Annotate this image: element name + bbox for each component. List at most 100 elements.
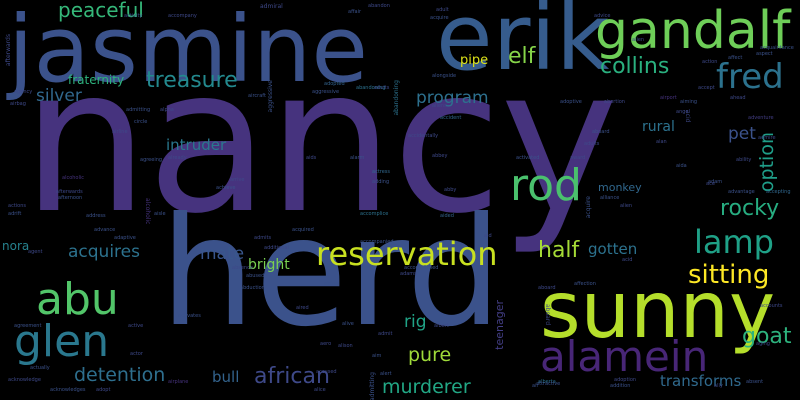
word-adopted: adopted bbox=[324, 81, 345, 87]
word-alliance: alliance bbox=[600, 195, 620, 201]
word-accept: accept bbox=[698, 85, 715, 91]
word-acquaintance: acquaintance bbox=[760, 45, 794, 51]
word-alcoholic: alcoholic bbox=[62, 175, 85, 181]
word-alamein: alamein bbox=[540, 332, 709, 381]
word-aspect: aspect bbox=[756, 51, 773, 57]
word-alarm: alarm bbox=[350, 155, 365, 161]
word-acid-vertical: acid bbox=[684, 110, 691, 123]
word-abortion: abortion bbox=[604, 99, 625, 105]
word-affect: affect bbox=[728, 55, 743, 61]
word-arrive: arrive bbox=[230, 177, 245, 183]
word-acknowledge: acknowledge bbox=[8, 377, 41, 383]
word-actor: actor bbox=[130, 351, 143, 357]
word-agency: agency bbox=[14, 89, 33, 95]
word-collins: collins bbox=[600, 54, 670, 79]
word-aero: aero bbox=[320, 341, 332, 347]
word-lamp: lamp bbox=[694, 223, 774, 261]
word-sunny: sunny bbox=[540, 266, 776, 356]
word-intruder: intruder bbox=[166, 136, 227, 154]
word-afterwards: afterwards bbox=[56, 189, 83, 195]
word-accompany: accompany bbox=[168, 13, 197, 19]
word-abandoning-vertical: abandoning bbox=[393, 80, 400, 116]
word-active: active bbox=[128, 323, 144, 329]
word-aggressive: aggressive bbox=[312, 89, 340, 95]
word-activates: activates bbox=[178, 313, 201, 319]
word-bright: bright bbox=[248, 257, 290, 273]
word-aid: aid bbox=[484, 233, 492, 239]
word-pet: pet bbox=[728, 124, 756, 144]
word-adventure: adventure bbox=[748, 115, 774, 121]
word-nora: nora bbox=[2, 239, 30, 253]
word-aida: aida bbox=[676, 163, 687, 169]
word-award: award bbox=[570, 155, 586, 161]
word-addition: addition bbox=[610, 383, 631, 389]
word-actress: actress bbox=[372, 169, 391, 175]
word-african: african bbox=[254, 364, 330, 389]
word-admiral: admiral bbox=[260, 3, 283, 10]
word-rocky: rocky bbox=[720, 196, 780, 221]
word-sitting: sitting bbox=[688, 260, 770, 290]
word-ahead: ahead bbox=[730, 95, 746, 101]
word-acquire-vertical: acquire bbox=[585, 196, 592, 219]
word-alien: alien bbox=[632, 37, 645, 43]
word-peaceful: peaceful bbox=[58, 0, 144, 22]
word-acknowledges: acknowledges bbox=[50, 387, 86, 393]
word-admit: admit bbox=[378, 331, 393, 337]
word-glen: glen bbox=[14, 316, 110, 367]
word-airbag: airbag bbox=[10, 101, 26, 107]
word-adopt: adopt bbox=[96, 387, 111, 393]
word-rig: rig bbox=[404, 312, 427, 332]
word-address: address bbox=[86, 213, 106, 219]
word-goat: goat bbox=[742, 324, 792, 349]
word-angel: angel bbox=[676, 109, 690, 115]
word-gotten: gotten bbox=[588, 240, 638, 258]
word-absent: absent bbox=[746, 379, 764, 385]
word-accomplished: accomplished bbox=[404, 265, 439, 271]
word-detention: detention bbox=[74, 364, 166, 386]
word-actually: actually bbox=[30, 365, 50, 371]
word-herd: herd bbox=[160, 186, 502, 360]
word-affection: affection bbox=[574, 281, 596, 287]
word-actions: actions bbox=[8, 203, 26, 209]
word-acquire: acquire bbox=[430, 15, 449, 21]
word-fred: fred bbox=[716, 57, 784, 97]
word-alison: alison bbox=[338, 343, 353, 349]
word-accomplice: accomplice bbox=[360, 211, 389, 217]
word-airport: airport bbox=[660, 95, 677, 101]
word-ability: ability bbox=[736, 157, 752, 163]
word-alpha: alpha bbox=[160, 107, 174, 113]
word-abbey: abbey bbox=[432, 153, 448, 159]
word-alan: alan bbox=[656, 139, 667, 145]
word-aircraft: aircraft bbox=[248, 93, 266, 99]
word-aging: aging bbox=[756, 341, 770, 347]
word-accused: accused bbox=[316, 369, 337, 375]
word-adults: adults bbox=[374, 85, 390, 91]
word-ally: ally bbox=[714, 383, 723, 389]
word-albert: albert bbox=[434, 323, 449, 329]
word-teenager: teenager bbox=[493, 300, 506, 350]
word-bull: bull bbox=[212, 368, 240, 386]
word-erik: erik bbox=[436, 0, 610, 91]
word-agreement: agreement bbox=[14, 323, 42, 329]
word-rod: rod bbox=[510, 160, 582, 211]
word-adults-2: adults bbox=[584, 141, 600, 147]
word-admire: admire bbox=[758, 135, 776, 141]
word-half: half bbox=[538, 238, 580, 263]
word-activity: activity bbox=[124, 13, 143, 19]
word-abu: abu bbox=[36, 274, 119, 325]
word-mate: mate bbox=[200, 244, 245, 264]
word-aim: aim bbox=[372, 353, 382, 359]
word-aliens: aliens bbox=[432, 103, 447, 109]
word-aboard: aboard bbox=[538, 285, 556, 291]
word-adams: adams bbox=[400, 271, 417, 277]
word-reservation: reservation bbox=[316, 235, 498, 273]
word-acquired: acquired bbox=[292, 227, 314, 233]
word-adoptive: adoptive bbox=[560, 99, 582, 105]
word-pure: pure bbox=[408, 344, 452, 366]
word-monkey: monkey bbox=[598, 181, 642, 194]
word-alice: alice bbox=[314, 387, 326, 393]
word-alive: alive bbox=[342, 321, 354, 327]
word-aided: aided bbox=[440, 213, 454, 219]
word-alongside: alongside bbox=[432, 73, 457, 79]
word-abduction: abduction bbox=[240, 285, 265, 291]
